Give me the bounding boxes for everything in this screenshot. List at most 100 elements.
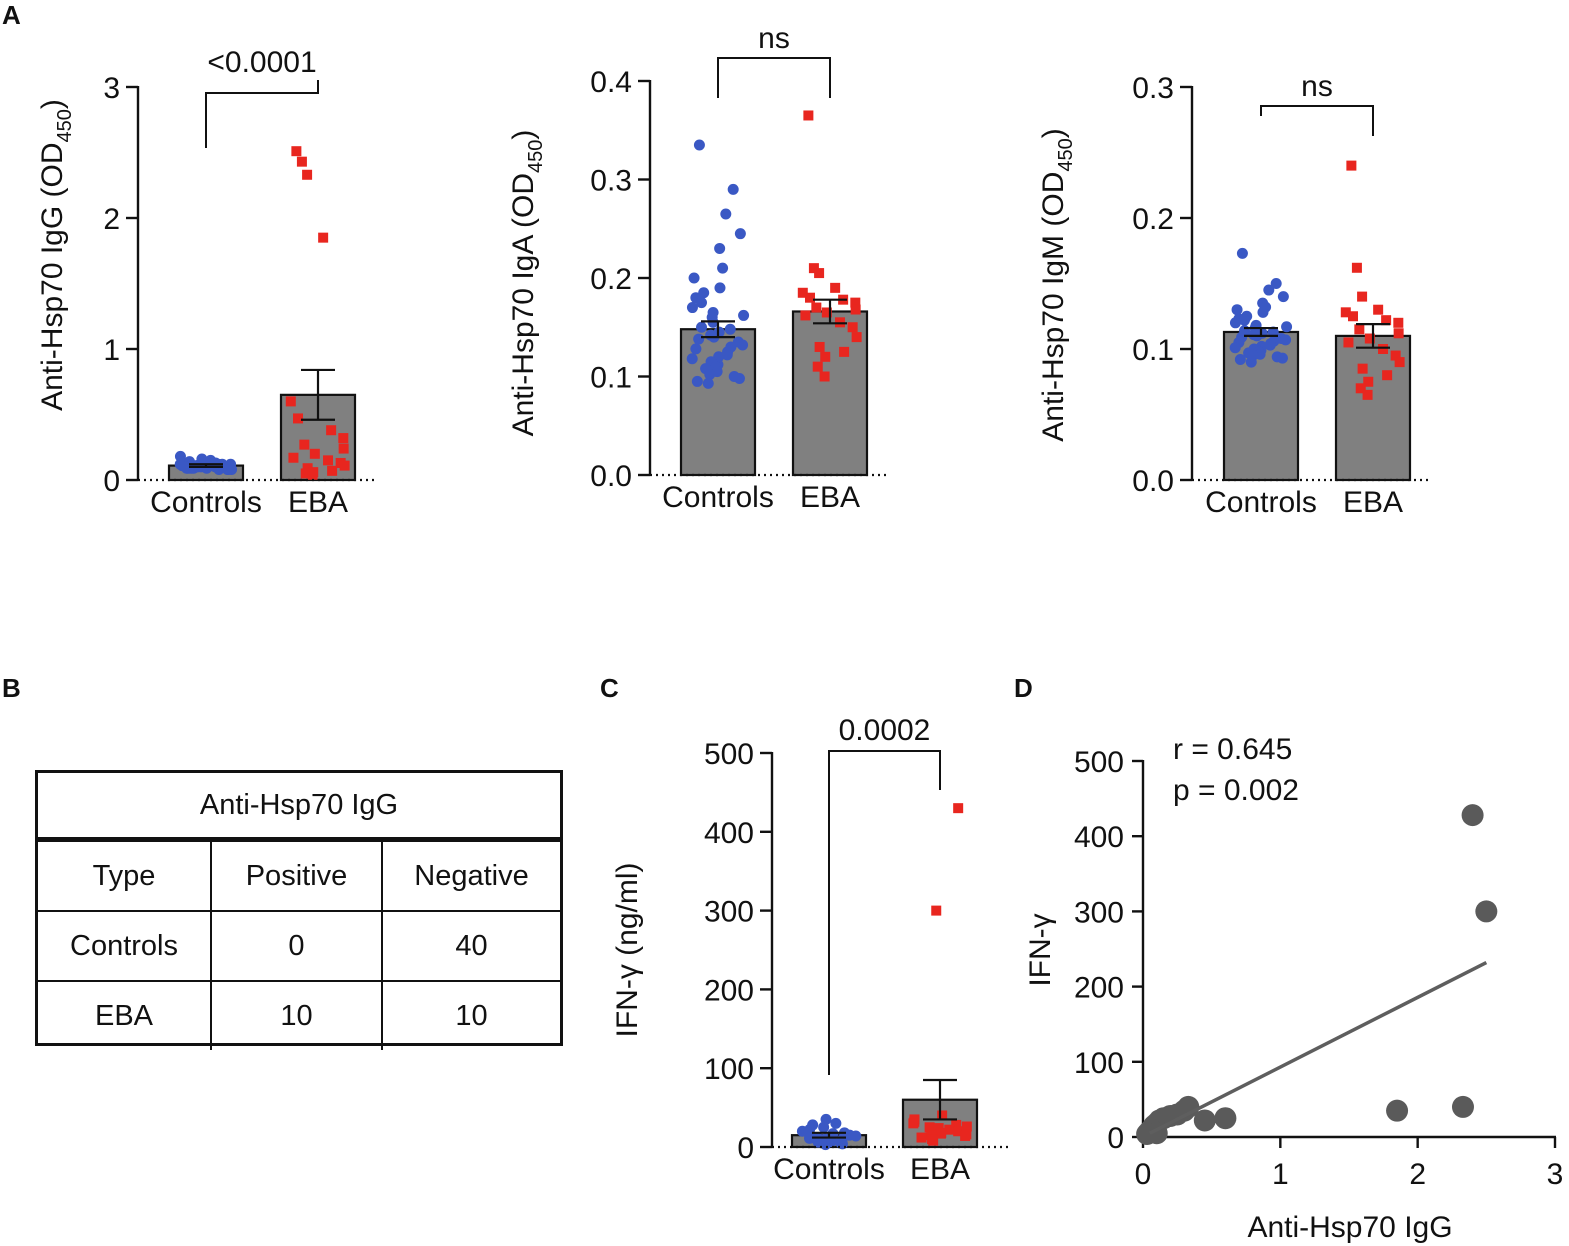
y-tick-label: 500 (1074, 746, 1124, 779)
eba-point (1343, 337, 1354, 348)
y-tick-label: 0.4 (590, 66, 632, 99)
x-axis-label: Anti-Hsp70 IgG (1247, 1211, 1452, 1244)
eba-point (820, 351, 831, 362)
table-cell: Controls (70, 929, 178, 962)
y-axis-label: Anti-Hsp70 IgA (OD450) (507, 130, 547, 437)
controls-point (174, 450, 186, 462)
controls-point (737, 339, 749, 351)
controls-point (1280, 334, 1292, 346)
controls-point (1239, 314, 1251, 326)
table-row: Controls 0 40 (38, 910, 560, 980)
eba-point (296, 156, 307, 167)
eba-point (1394, 357, 1405, 368)
controls-point (1264, 339, 1276, 351)
y-tick-label: 0 (103, 465, 120, 498)
eba-point (1355, 383, 1366, 394)
controls-point (820, 1139, 832, 1151)
eba-point (300, 468, 311, 479)
eba-point (1354, 324, 1365, 335)
correlation-p: p = 0.002 (1173, 774, 1299, 807)
eba-point (1373, 304, 1384, 315)
controls-point (720, 208, 732, 220)
eba-point (1381, 315, 1392, 326)
eba-point (814, 268, 825, 279)
x-tick-label: 0 (1135, 1158, 1152, 1191)
significance-bracket (1260, 105, 1374, 136)
eba-point (1346, 160, 1357, 171)
controls-point (702, 377, 714, 389)
eba-point (1364, 333, 1375, 344)
significance-bracket (828, 750, 941, 1075)
x-tick-label: 2 (1409, 1158, 1426, 1191)
x-category-label: Controls (662, 481, 774, 514)
y-tick-label: 100 (1074, 1047, 1124, 1080)
controls-point (1257, 306, 1269, 318)
y-tick-label: 0.1 (590, 362, 632, 395)
y-tick-label: 0.1 (1132, 334, 1174, 367)
x-category-label: Controls (773, 1153, 885, 1186)
eba-point (327, 465, 338, 476)
eba-point (338, 433, 349, 444)
eba-point (931, 905, 942, 916)
controls-point (1263, 284, 1275, 296)
eba-point (285, 396, 296, 407)
eba-point (326, 425, 337, 436)
controls-point (818, 1121, 830, 1133)
eba-point (1382, 370, 1393, 381)
y-tick-label: 200 (704, 974, 754, 1007)
table-header-cell: Negative (381, 842, 560, 910)
y-axis-label: IFN-γ (ng/ml) (611, 863, 644, 1038)
table-cell: 10 (210, 982, 381, 1050)
eba-point (811, 302, 822, 313)
significance-label: ns (758, 22, 790, 55)
controls-point (734, 228, 746, 240)
controls-point (691, 375, 703, 387)
eba-point (803, 110, 814, 121)
eba-point (302, 463, 313, 474)
controls-point (1267, 326, 1279, 338)
eba-point (291, 146, 302, 157)
y-tick-label: 0.0 (1132, 465, 1174, 498)
controls-point (1270, 278, 1282, 289)
scatter-point (1214, 1107, 1237, 1130)
controls-point (221, 464, 233, 476)
controls-point (724, 323, 736, 335)
eba-point (1393, 328, 1404, 339)
x-category-label: EBA (910, 1153, 970, 1186)
controls-point (696, 321, 708, 333)
x-category-label: Controls (150, 486, 262, 519)
positivity-table: Anti-Hsp70 IgG Type Positive Negative Co… (35, 770, 563, 1050)
controls-point (1229, 342, 1241, 354)
chart-ifng: 0 100 200 300 400 500 Controls EBA IFN-γ (ng/ml)… (611, 714, 1010, 1186)
y-tick-label: 0.2 (1132, 203, 1174, 236)
eba-point (309, 448, 320, 459)
y-tick-label: 300 (704, 896, 754, 929)
y-tick-label: 0 (1107, 1122, 1124, 1155)
y-tick-label: 3 (103, 72, 120, 105)
table-cell: EBA (94, 999, 154, 1032)
controls-point (1276, 352, 1288, 364)
eba-point (1378, 344, 1389, 354)
x-tick-label: 3 (1547, 1158, 1564, 1191)
x-category-label: EBA (1343, 486, 1403, 519)
y-axis-label: Anti-Hsp70 IgM (OD450) (1037, 128, 1077, 441)
y-tick-label: 1 (103, 334, 120, 367)
correlation-r: r = 0.645 (1173, 733, 1292, 766)
eba-point (808, 263, 819, 274)
table-header-row: Type Positive Negative (38, 842, 560, 910)
chart-igg: 0 1 2 3 Controls EBA Anti-Hsp70 IgG (OD450) <0.… (36, 46, 375, 519)
y-tick-label: 400 (704, 817, 754, 850)
eba-point (318, 232, 329, 243)
eba-point (302, 169, 313, 180)
y-tick-label: 100 (704, 1053, 754, 1086)
eba-point (937, 1110, 948, 1121)
y-tick-label: 0.3 (590, 165, 632, 198)
controls-point (698, 287, 710, 299)
eba-point (924, 1122, 935, 1133)
controls-point (1231, 304, 1243, 316)
y-tick-label: 0 (737, 1132, 754, 1165)
panel-label-b: B (2, 673, 21, 703)
controls-point (179, 461, 191, 473)
table-cell: 40 (381, 912, 560, 980)
